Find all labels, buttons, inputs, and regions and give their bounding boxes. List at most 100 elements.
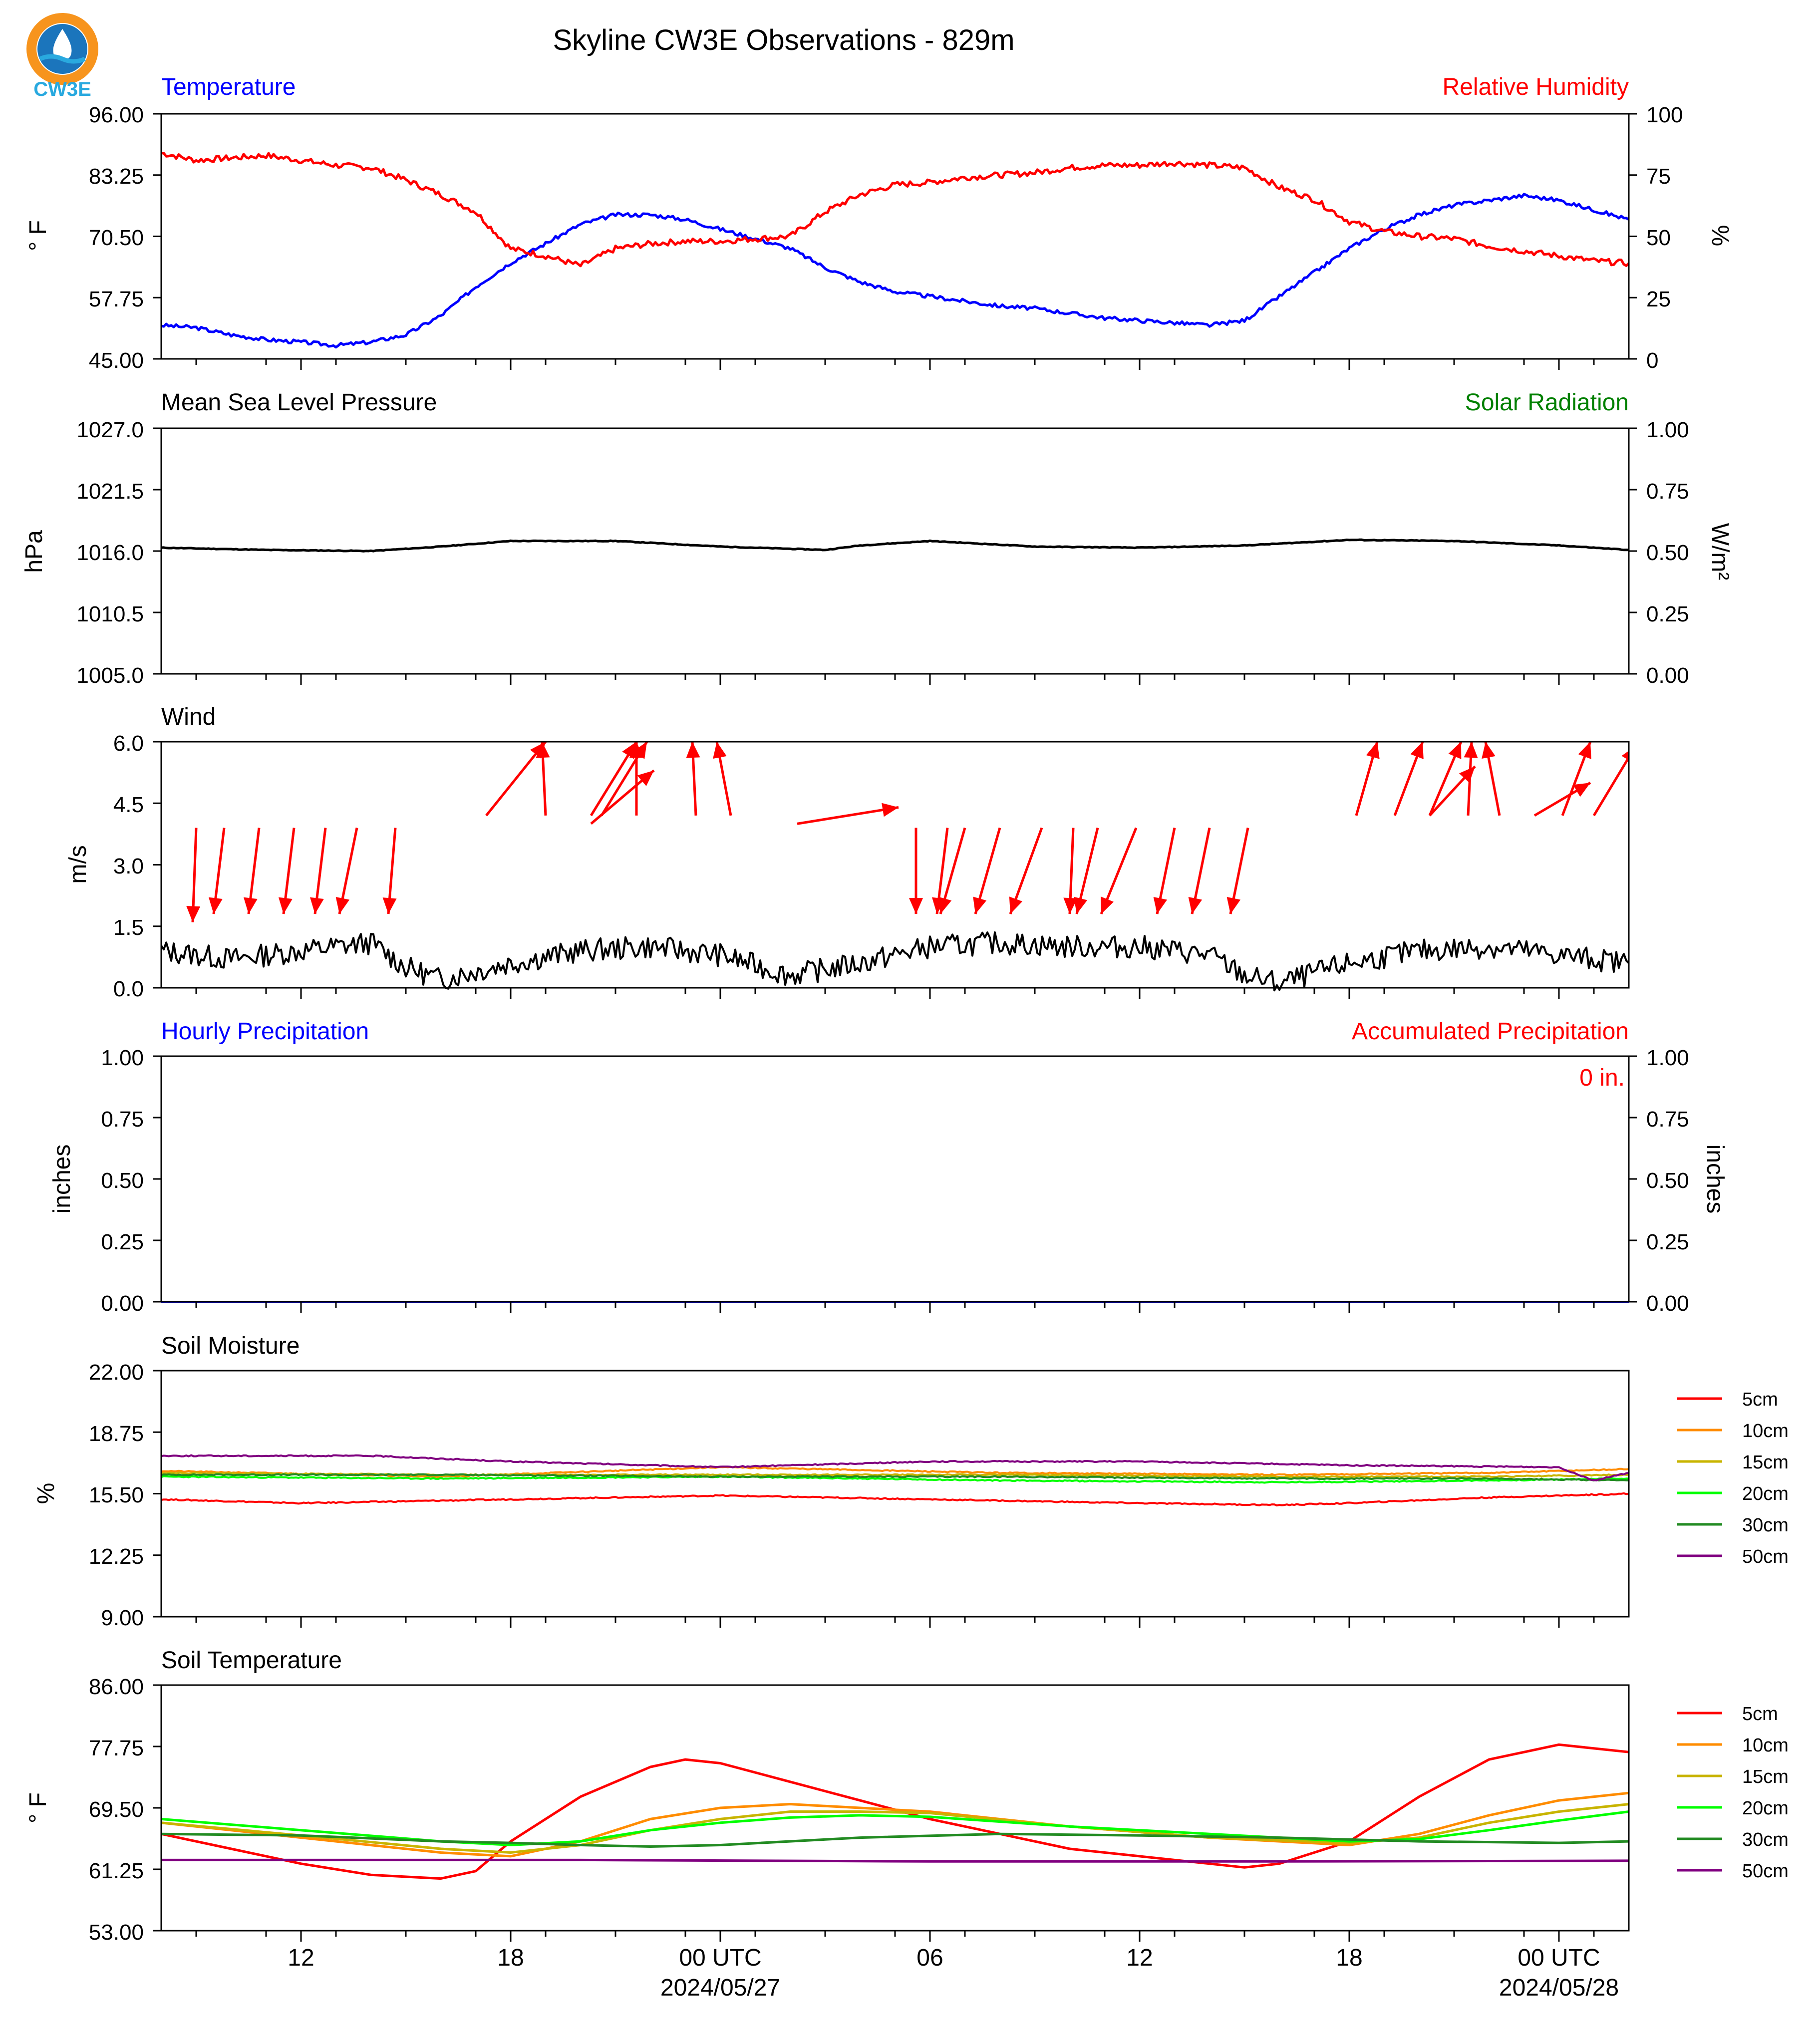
- tick-label: 9.00: [101, 1606, 144, 1630]
- precip-left-ticks: 1.00 0.75 0.50 0.25 0.00: [101, 1046, 144, 1316]
- legend-label: 50cm: [1742, 1546, 1789, 1567]
- temperature-series: [161, 193, 1630, 349]
- wind-arrow-head: [1621, 751, 1629, 761]
- time-tick-label: 00 UTC: [679, 1945, 761, 1971]
- legend-entry: 50cm: [1677, 1546, 1789, 1567]
- legend-label: 30cm: [1742, 1829, 1789, 1850]
- wind-arrow: [1100, 827, 1138, 915]
- wind-arrow: [382, 828, 397, 914]
- wind-arrow-shaft: [1592, 755, 1629, 817]
- soil-moisture-30cm-series: [161, 1473, 1629, 1481]
- tick-label: 50: [1646, 226, 1671, 250]
- soil-temperature-legend: 5cm 10cm 15cm 20cm 30cm 50cm: [1677, 1704, 1789, 1882]
- legend-label: 15cm: [1742, 1766, 1789, 1787]
- wind-arrow-head: [1009, 896, 1023, 914]
- legend-entry: 20cm: [1677, 1483, 1789, 1504]
- solar-right-ticks: 1.00 0.75 0.50 0.25 0.00: [1646, 418, 1689, 688]
- tick-label: 1027.0: [76, 418, 144, 442]
- tick-label: 57.75: [89, 287, 144, 311]
- wind-arrow-head: [382, 897, 397, 914]
- legend-entry: 10cm: [1677, 1421, 1789, 1442]
- time-tick-label: 18: [497, 1945, 524, 1971]
- wind-arrow: [186, 828, 201, 922]
- tick-label: 1.5: [113, 915, 144, 940]
- wind-arrow: [278, 828, 296, 914]
- wind-arrow: [208, 828, 226, 914]
- date-label: 2024/05/28: [1499, 1975, 1619, 2001]
- wind-arrow: [1561, 742, 1592, 816]
- figure-title: Skyline CW3E Observations - 829m: [553, 24, 1014, 56]
- legend-entry: 15cm: [1677, 1766, 1789, 1787]
- wind-arrow-shaft: [797, 806, 899, 825]
- tick-label: 0.0: [113, 977, 144, 1001]
- soil-temperature-10cm-series: [161, 1791, 1629, 1858]
- wind-arrow: [1226, 828, 1249, 914]
- wind-arrow-head: [1482, 742, 1496, 759]
- wind-arrow-head: [909, 898, 923, 914]
- soil-temperature-frame: [160, 1684, 1630, 1932]
- soil-moisture-ylabel: %: [33, 1483, 59, 1504]
- legend-entry: 10cm: [1677, 1735, 1789, 1756]
- wind-arrow: [686, 742, 700, 816]
- tick-label: 1010.5: [76, 602, 144, 626]
- tick-label: 22.00: [89, 1360, 144, 1385]
- wind-arrow: [909, 828, 923, 914]
- wind-arrow: [1063, 828, 1078, 914]
- hourly-precip-title: Hourly Precipitation: [161, 1018, 369, 1045]
- wind-arrow: [1393, 742, 1424, 816]
- temperature-plot-area: [161, 152, 1630, 349]
- solar-ylabel: W/m²: [1707, 523, 1733, 580]
- soil-moisture-5cm-series: [161, 1492, 1629, 1507]
- wind-arrow-head: [1366, 742, 1380, 759]
- humidity-right-ticks: 100 75 50 25 0: [1646, 103, 1683, 373]
- precip-right-ticks: 1.00 0.75 0.50 0.25 0.00: [1646, 1046, 1689, 1316]
- legend-entry: 5cm: [1677, 1704, 1778, 1725]
- wind-arrows: [186, 742, 1681, 922]
- wind-arrow-head: [278, 897, 293, 914]
- soil-temperature-title: Soil Temperature: [161, 1647, 342, 1674]
- wind-arrow: [629, 742, 643, 816]
- wind-arrow-head: [713, 742, 727, 759]
- legend-label: 15cm: [1742, 1452, 1789, 1473]
- tick-label: 0.50: [1646, 1168, 1689, 1193]
- tick-label: 12.25: [89, 1544, 144, 1569]
- wind-arrow-head: [208, 897, 223, 914]
- wind-arrow: [1628, 775, 1681, 824]
- legend-entry: 5cm: [1677, 1389, 1778, 1410]
- wind-arrow-head: [1464, 742, 1478, 758]
- wind-arrow: [485, 742, 547, 817]
- legend-label: 5cm: [1742, 1389, 1778, 1410]
- wind-title: Wind: [161, 704, 216, 730]
- accumulated-precip-title: Accumulated Precipitation: [1352, 1018, 1629, 1045]
- wind-arrow: [1188, 828, 1211, 914]
- tick-label: 0.25: [101, 1230, 144, 1254]
- tick-label: 45.00: [89, 348, 144, 373]
- soil-moisture-left-ticks: 22.00 18.75 15.50 12.25 9.00: [89, 1360, 144, 1630]
- tick-label: 3.0: [113, 854, 144, 878]
- tick-label: 86.00: [89, 1675, 144, 1699]
- soil-temperature-ylabel: ° F: [25, 1792, 51, 1823]
- wind-arrow-head: [882, 803, 899, 817]
- wind-arrow-head: [335, 896, 350, 914]
- wind-arrow: [309, 828, 327, 914]
- wind-arrow-head: [1063, 897, 1078, 914]
- humidity-series: [161, 152, 1630, 268]
- wind-arrow-head: [243, 897, 258, 914]
- legend-label: 10cm: [1742, 1421, 1789, 1442]
- tick-label: 69.50: [89, 1797, 144, 1822]
- wind-arrow-head: [1153, 896, 1168, 914]
- legend-entry: 30cm: [1677, 1515, 1789, 1536]
- tick-label: 100: [1646, 103, 1683, 127]
- wind-arrow-head: [1665, 775, 1681, 791]
- time-axis-ticks: [153, 113, 1637, 1942]
- time-tick-label: 00 UTC: [1517, 1945, 1600, 1971]
- logo-drop-icon: [53, 29, 72, 60]
- logo-ring-icon: [26, 13, 98, 85]
- tick-label: 18.75: [89, 1422, 144, 1446]
- tick-label: 1016.0: [76, 541, 144, 565]
- temperature-title: Temperature: [161, 74, 296, 100]
- tick-label: 0.75: [1646, 1107, 1689, 1132]
- tick-label: 6.0: [113, 731, 144, 756]
- tick-label: 0.75: [101, 1107, 144, 1132]
